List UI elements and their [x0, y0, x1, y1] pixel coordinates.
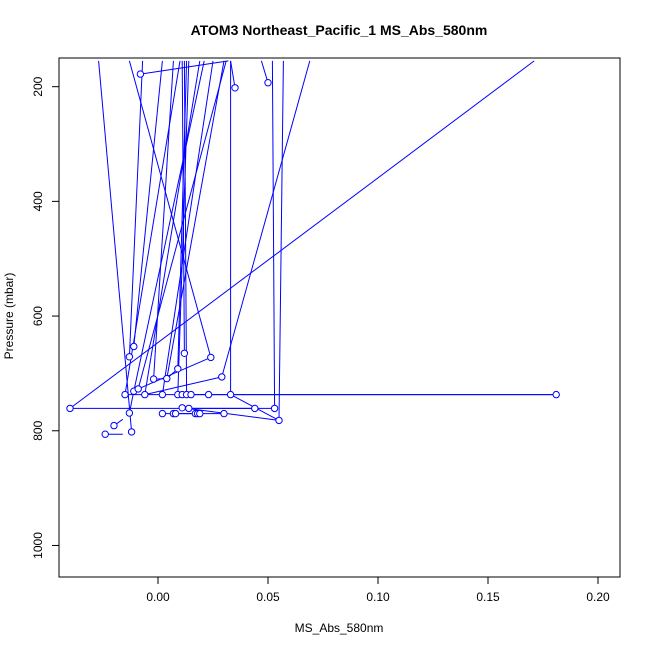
x-tick-label: 0.15: [476, 590, 500, 604]
data-point: [207, 353, 215, 362]
data-point: [125, 353, 134, 361]
data-point: [134, 385, 142, 393]
y-axis-label: Pressure (mbar): [2, 273, 16, 360]
x-axis-label: MS_Abs_580nm: [295, 621, 384, 635]
x-tick-label: 0.10: [366, 590, 390, 604]
series-line-segment: [144, 376, 222, 396]
x-tick-label: 0.00: [146, 590, 170, 604]
series-line-segment: [177, 60, 190, 395]
x-tick-label: 0.05: [256, 590, 280, 604]
data-point: [231, 84, 239, 92]
data-point: [130, 342, 138, 351]
series-line-segment: [98, 60, 133, 432]
data-point: [121, 390, 129, 399]
data-point: [136, 70, 145, 78]
data-point: [158, 390, 167, 399]
data-point: [178, 404, 186, 412]
data-point: [180, 349, 189, 357]
data-point: [125, 409, 134, 417]
data-point: [226, 390, 235, 399]
series-line-segment: [133, 60, 205, 392]
data-point: [187, 390, 195, 399]
series-line-segment: [133, 60, 163, 347]
plot-frame: [58, 57, 621, 578]
data-point: [251, 404, 259, 413]
series-line-segment: [144, 60, 201, 395]
series-line-segment: [183, 60, 188, 395]
data-point: [196, 409, 204, 418]
series-line-segment: [138, 356, 211, 390]
series-layer: [66, 60, 560, 438]
series-line-segment: [128, 391, 135, 414]
y-tick-label: 400: [31, 191, 45, 211]
y-tick-label: 600: [31, 306, 45, 326]
series-line-segment: [271, 60, 276, 409]
series-line-segment: [166, 60, 225, 379]
data-point: [204, 390, 213, 399]
data-point: [270, 404, 279, 413]
data-point: [220, 409, 228, 418]
data-point: [66, 404, 74, 413]
series-line-segment: [69, 60, 535, 409]
data-point: [275, 416, 283, 425]
series-line-segment: [181, 60, 185, 354]
series-line-segment: [153, 60, 174, 380]
data-point: [101, 430, 109, 438]
series-line-segment: [260, 60, 269, 83]
data-point: [110, 421, 118, 430]
series-line-segment: [161, 60, 214, 395]
data-point: [174, 365, 182, 373]
data-point: [264, 79, 272, 87]
data-point: [163, 374, 171, 383]
series-line-segment: [221, 60, 311, 378]
data-point: [552, 390, 560, 399]
series-line-segment: [128, 60, 212, 358]
y-tick-label: 200: [31, 76, 45, 96]
y-tick-label: 1000: [31, 532, 45, 559]
data-point: [127, 428, 136, 436]
chart-title: ATOM3 Northeast_Pacific_1 MS_Abs_580nm: [191, 22, 488, 38]
x-tick-label: 0.20: [586, 590, 610, 604]
series-line-segment: [128, 60, 144, 357]
series-line-segment: [124, 60, 181, 395]
series-line-segment: [137, 60, 227, 390]
data-point: [185, 404, 193, 413]
series-line-segment: [230, 60, 236, 88]
data-point: [149, 375, 158, 383]
data-point: [218, 373, 226, 381]
y-tick-label: 800: [31, 420, 45, 440]
data-point: [158, 409, 167, 418]
data-point: [141, 390, 149, 399]
series-line-segment: [278, 60, 284, 421]
data-point: [171, 409, 180, 418]
series-line-segment: [182, 407, 280, 421]
